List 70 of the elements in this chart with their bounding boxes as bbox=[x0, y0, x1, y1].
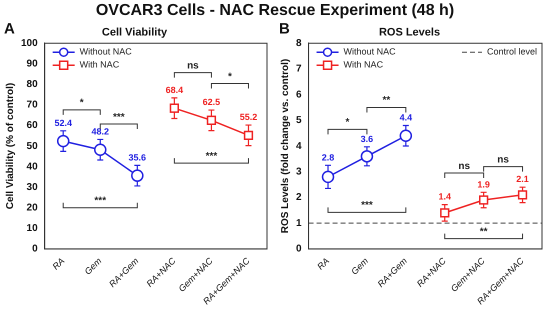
point bbox=[94, 143, 107, 156]
annotation: *** bbox=[112, 112, 125, 123]
legend-label: Without NAC bbox=[80, 46, 132, 57]
y-tick-label: 3 bbox=[296, 166, 302, 178]
annotation: * bbox=[228, 71, 232, 82]
annotation: * bbox=[346, 117, 350, 128]
y-tick-label: 70 bbox=[26, 100, 38, 111]
data-label: 2.1 bbox=[516, 174, 529, 184]
point bbox=[322, 170, 334, 184]
data-label: 48.2 bbox=[92, 126, 110, 136]
annotation: *** bbox=[206, 150, 218, 162]
y-tick-label: 1 bbox=[296, 218, 302, 229]
data-label: 3.6 bbox=[360, 134, 374, 144]
text: B bbox=[279, 20, 290, 38]
point bbox=[518, 190, 528, 200]
annotation: ns bbox=[458, 160, 470, 172]
legend-label: With NAC bbox=[344, 60, 384, 70]
chart-title: ROS Levels bbox=[378, 26, 440, 39]
annotation: ns bbox=[497, 154, 510, 166]
point bbox=[206, 116, 216, 125]
annotation: * bbox=[80, 98, 84, 109]
point bbox=[56, 134, 70, 148]
data-label: 62.5 bbox=[202, 97, 220, 108]
point bbox=[360, 150, 374, 163]
annotation: *** bbox=[94, 195, 106, 206]
y-tick-label: 50 bbox=[26, 140, 38, 152]
data-label: 68.4 bbox=[166, 84, 184, 95]
y-tick-label: 30 bbox=[26, 182, 38, 193]
x-tick-label: RA bbox=[50, 256, 66, 272]
point bbox=[244, 130, 254, 140]
data-label: 35.6 bbox=[128, 152, 146, 162]
point bbox=[440, 208, 450, 218]
y-tick-label: 60 bbox=[26, 120, 38, 132]
y-tick-label: 80 bbox=[26, 79, 38, 90]
text: A bbox=[4, 20, 15, 38]
point bbox=[479, 195, 488, 205]
chart-title: Cell Viability bbox=[102, 26, 168, 39]
y-tick-label: 2 bbox=[296, 192, 302, 204]
data-label: 52.4 bbox=[54, 118, 72, 128]
legend-label: Without NAC bbox=[344, 46, 396, 57]
y-tick-label: 100 bbox=[20, 38, 38, 49]
y-tick-label: 40 bbox=[26, 161, 38, 172]
legend-label: Control level bbox=[486, 46, 538, 57]
y-tick-label: 7 bbox=[296, 64, 302, 75]
data-label: 2.8 bbox=[322, 152, 334, 162]
x-tick-label: RA bbox=[315, 256, 332, 272]
legend-label: With NAC bbox=[80, 60, 120, 70]
data-label: 1.4 bbox=[438, 192, 451, 202]
annotation: *** bbox=[361, 200, 373, 212]
y-axis-title: ROS Levels (fold change vs. control) bbox=[280, 58, 291, 234]
y-tick-label: 8 bbox=[296, 38, 302, 49]
y-tick-label: 90 bbox=[26, 58, 38, 70]
y-tick-label: 5 bbox=[296, 115, 302, 126]
point bbox=[170, 104, 180, 113]
y-axis-title: Cell Viability (% of control) bbox=[4, 82, 16, 210]
point bbox=[400, 130, 412, 142]
y-tick-label: 4 bbox=[296, 140, 302, 152]
y-tick-label: 0 bbox=[296, 244, 302, 255]
y-tick-label: 6 bbox=[296, 89, 302, 100]
data-label: 55.2 bbox=[240, 112, 258, 122]
text: OVCAR3 Cells - NAC Rescue Experiment (48 h) bbox=[94, 2, 456, 20]
y-tick-label: 10 bbox=[26, 223, 38, 234]
annotation: ** bbox=[480, 226, 488, 238]
data-label: 1.9 bbox=[477, 179, 490, 190]
y-tick-label: 0 bbox=[32, 244, 38, 255]
y-tick-label: 20 bbox=[26, 202, 38, 214]
data-label: 4.4 bbox=[400, 112, 412, 122]
point bbox=[131, 169, 144, 182]
annotation: ns bbox=[187, 60, 200, 72]
annotation: ** bbox=[382, 95, 390, 106]
